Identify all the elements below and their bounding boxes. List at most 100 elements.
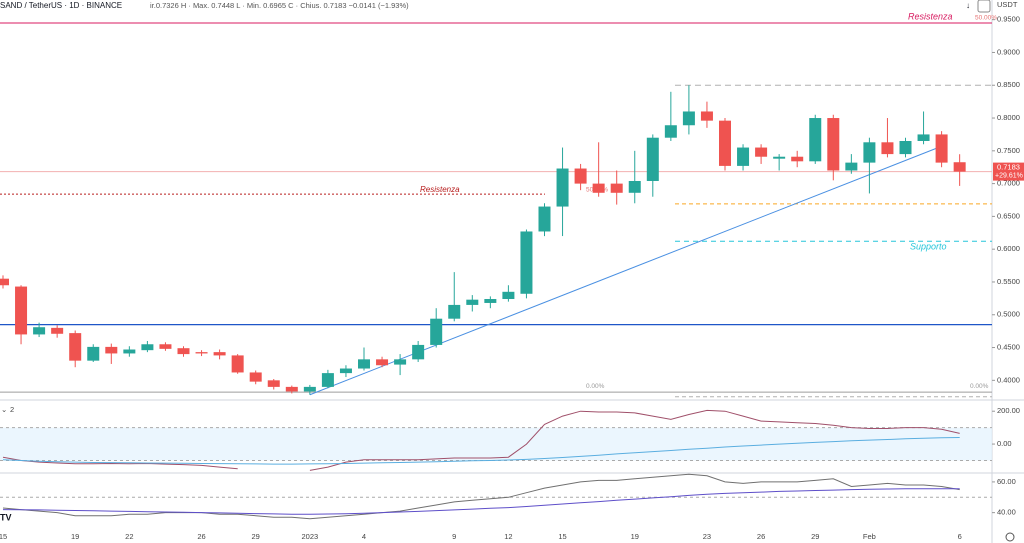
y-tick-label: 40.00 (997, 508, 1016, 517)
x-tick-label: 19 (71, 532, 79, 541)
y-tick-label: 200.00 (997, 406, 1020, 415)
x-tick-label: 9 (452, 532, 456, 541)
symbol[interactable]: SAND / TetherUS · 1D · BINANCE (0, 1, 122, 10)
candle-body (195, 352, 208, 354)
indicator-line (2, 409, 960, 471)
y-tick-label: 0.00 (997, 439, 1012, 448)
y-tick-label: 0.6500 (997, 211, 1020, 220)
candle-body (556, 168, 569, 207)
candle-body (394, 359, 407, 365)
candle-body (69, 333, 82, 361)
candle-body (592, 183, 605, 193)
y-tick-label: 0.4000 (997, 375, 1020, 384)
x-tick-label: 23 (703, 532, 711, 541)
candle-body (791, 156, 804, 162)
candle-body (809, 118, 822, 162)
x-tick-label: 2023 (302, 532, 319, 541)
price-tag-value: 0.7183 (997, 163, 1020, 172)
candle-body (628, 180, 641, 193)
y-tick-label: 0.9000 (997, 47, 1020, 56)
band-fill (0, 427, 992, 461)
candle-body (141, 344, 154, 351)
candle-body (719, 120, 731, 166)
indicator-line (2, 437, 960, 465)
candle-body (358, 359, 370, 369)
candle-body (33, 327, 46, 335)
candle-body (159, 344, 172, 349)
x-tick-label: 26 (757, 532, 765, 541)
candle-body (123, 349, 136, 354)
candle-body (285, 386, 298, 392)
candle-body (0, 278, 9, 286)
candle-body (177, 348, 190, 355)
candle-body (448, 304, 461, 319)
y-tick-label: 0.6000 (997, 244, 1020, 253)
candle-body (773, 156, 786, 159)
candle-body (935, 134, 948, 163)
candle-body (267, 380, 280, 387)
candle-body (249, 372, 262, 382)
logo: TV (0, 512, 12, 522)
y-tick-label: 0.8000 (997, 113, 1020, 122)
fib-label: 0.00% (970, 383, 989, 390)
candle-body (664, 125, 677, 138)
candle-body (502, 291, 515, 300)
x-tick-label: 22 (125, 532, 133, 541)
x-tick-label: 12 (504, 532, 512, 541)
candle-body (412, 344, 425, 360)
candle-body (15, 286, 28, 335)
y-tick-label: 0.7000 (997, 179, 1020, 188)
candle-body (231, 355, 244, 373)
candle-body (87, 346, 100, 361)
y-tick-label: 0.7500 (997, 146, 1020, 155)
y-tick-label: 0.5000 (997, 310, 1020, 319)
indicator-line (2, 488, 960, 515)
y-tick-label: 0.9500 (997, 15, 1020, 24)
x-tick-label: 4 (362, 532, 366, 541)
x-tick-label: 15 (558, 532, 566, 541)
settings-button[interactable] (977, 0, 991, 13)
down-arrow[interactable]: ↓ (966, 1, 970, 10)
x-tick-label: Feb (863, 532, 876, 541)
candle-body (538, 206, 551, 232)
candle-body (574, 168, 587, 184)
candle-body (646, 137, 659, 181)
candle-body (827, 118, 840, 171)
candle-body (520, 231, 533, 294)
x-tick-label: 26 (197, 532, 205, 541)
price-tag-change: +29.61% (995, 172, 1023, 179)
x-tick-label: 6 (958, 532, 962, 541)
candle-body (899, 140, 912, 155)
candle-body (737, 147, 750, 166)
currency[interactable]: USDT (997, 0, 1018, 9)
candle-body (845, 162, 858, 171)
fib-label: 50.00% (975, 15, 997, 22)
candle-body (376, 359, 389, 366)
candle-body (321, 373, 334, 387)
drawing-label: Supporto (910, 242, 947, 252)
candle-body (881, 142, 894, 155)
y-tick-label: 0.4500 (997, 343, 1020, 352)
x-tick-label: 19 (631, 532, 639, 541)
candle-body (610, 183, 623, 193)
x-tick-label: 29 (252, 532, 260, 541)
candle-body (51, 327, 64, 334)
candle-body (303, 386, 316, 392)
settings-icon[interactable] (1005, 532, 1015, 542)
ohlc-values: ir.0.7326 H · Max. 0.7448 L · Min. 0.696… (150, 1, 409, 10)
candle-body (700, 111, 713, 121)
y-tick-label: 0.5500 (997, 277, 1020, 286)
candle-body (339, 368, 352, 374)
candle-body (466, 299, 479, 305)
y-tick-label: 60.00 (997, 477, 1016, 486)
candle-body (682, 111, 695, 126)
fib-label: 0.00% (586, 383, 605, 390)
candle-body (213, 352, 226, 356)
indicator-label[interactable]: 2 (10, 405, 14, 414)
candle-body (863, 142, 876, 163)
indicator-icon[interactable]: ⌄ (1, 405, 7, 414)
y-tick-label: 0.8500 (997, 80, 1020, 89)
candle-body (917, 134, 930, 141)
